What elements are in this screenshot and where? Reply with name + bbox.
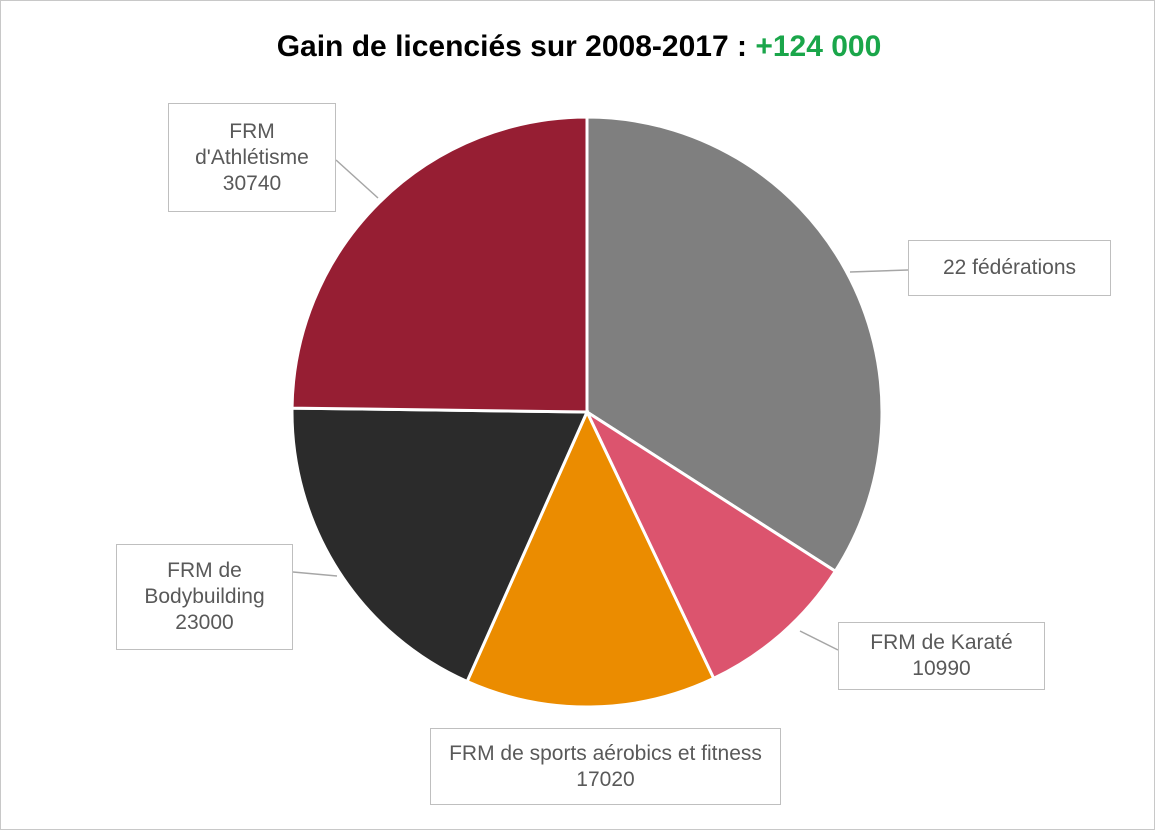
- label-category: FRM de sports aérobics et fitness: [449, 741, 762, 765]
- label-value: 30740: [222, 171, 282, 195]
- label-text: FRM d'Athlétisme 30740: [177, 119, 327, 197]
- label-text: FRM de Karaté 10990: [847, 630, 1036, 682]
- label-category: 22 fédérations: [942, 256, 1077, 279]
- label-category: FRM de Karaté: [870, 631, 1013, 654]
- label-text: FRM de Bodybuilding 23000: [125, 558, 284, 636]
- leader-line: [335, 159, 379, 199]
- data-label: FRM de Karaté 10990: [838, 622, 1045, 690]
- data-label: FRM de Bodybuilding 23000: [116, 544, 293, 650]
- label-category: FRM d'Athlétisme: [195, 119, 309, 169]
- label-text: FRM de sports aérobics et fitness 17020: [439, 741, 772, 793]
- data-label: 22 fédérations: [908, 240, 1111, 296]
- data-label: FRM d'Athlétisme 30740: [168, 103, 336, 212]
- chart-title: Gain de licenciés sur 2008-2017 : +124 0…: [0, 30, 1158, 64]
- title-text: Gain de licenciés sur 2008-2017 :: [276, 30, 747, 63]
- pie-slice: [290, 115, 589, 414]
- leader-line: [849, 269, 909, 273]
- leader-line: [799, 630, 839, 651]
- label-category: FRM de Bodybuilding: [144, 559, 265, 608]
- label-value: 10990: [912, 657, 971, 680]
- data-label: FRM de sports aérobics et fitness 17020: [430, 728, 781, 805]
- label-value: 17020: [576, 767, 635, 791]
- label-text: 22 fédérations: [943, 255, 1076, 281]
- pie-slice: [583, 407, 838, 681]
- pie-slice: [290, 406, 590, 684]
- title-highlight: +124 000: [755, 30, 882, 63]
- leader-line: [292, 571, 338, 577]
- pie-slice: [465, 408, 716, 709]
- label-value: 23000: [175, 611, 234, 634]
